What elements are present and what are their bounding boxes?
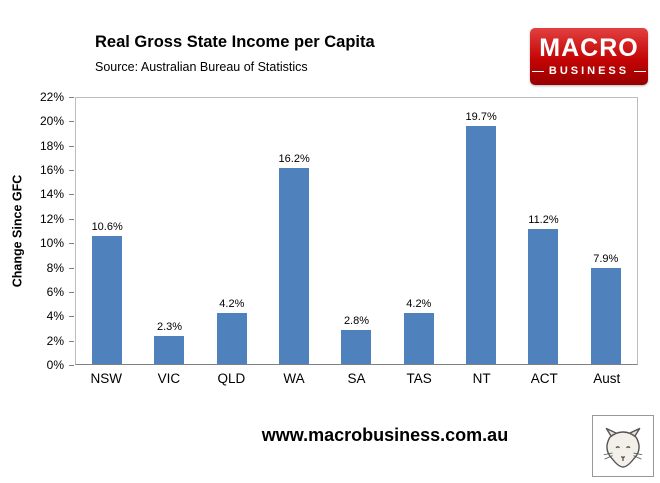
bar-value-label: 10.6%	[91, 220, 123, 233]
y-tick-label: 16%	[28, 164, 74, 176]
bar-value-label: 11.2%	[528, 213, 559, 226]
bar-slot-sa: 2.8%	[325, 98, 387, 364]
logo-text-business: BUSINESS	[532, 65, 646, 77]
x-axis-label-aust: Aust	[593, 371, 621, 386]
y-tick-label: 12%	[28, 213, 74, 225]
bar-value-label: 7.9%	[593, 253, 619, 266]
bar-value-label: 4.2%	[219, 298, 245, 311]
bar-slot-act: 11.2%	[512, 98, 574, 364]
y-axis-ticks: 0% 2% 4% 6% 8% 10% 12% 14% 16% 18% 20% 22%	[28, 91, 74, 371]
bar-slot-aust: 7.9%	[575, 98, 637, 364]
x-axis-label-nsw: NSW	[90, 371, 123, 386]
x-axis-label-wa: WA	[283, 371, 305, 386]
bar-slot-tas: 4.2%	[388, 98, 450, 364]
y-tick-label: 8%	[28, 262, 74, 274]
y-axis-title: Change Since GFC	[10, 174, 24, 288]
y-tick-label: 4%	[28, 310, 74, 322]
bar-slot-nt: 19.7%	[450, 98, 512, 364]
x-axis-label-tas: TAS	[406, 371, 432, 386]
logo-text-macro: MACRO	[539, 34, 639, 62]
x-axis-label-act: ACT	[530, 371, 558, 386]
y-tick-label: 10%	[28, 237, 74, 249]
y-tick-label: 18%	[28, 140, 74, 152]
chart-source: Source: Australian Bureau of Statistics	[95, 60, 308, 74]
y-axis-title-wrap: Change Since GFC	[8, 97, 26, 365]
chart-header: Real Gross State Income per Capita Sourc…	[95, 33, 375, 74]
footer-url: www.macrobusiness.com.au	[261, 425, 509, 445]
bar-nt	[466, 125, 497, 364]
bar-aust	[590, 268, 621, 364]
bar-value-label: 19.7%	[465, 110, 497, 123]
y-tick-label: 22%	[28, 91, 74, 103]
bar-sa	[341, 330, 372, 364]
chart-title: Real Gross State Income per Capita	[95, 33, 375, 51]
bar-nsw	[92, 235, 123, 364]
plot-area: 10.6% 2.3% 4.2% 16.2% 2.8% 4.2% 19.7% 11.2% 7.9%	[75, 97, 638, 365]
x-axis-label-nt: NT	[472, 371, 491, 386]
bar-slot-wa: 16.2%	[263, 98, 325, 364]
bar-value-label: 2.8%	[343, 315, 370, 328]
bars-container: 10.6% 2.3% 4.2% 16.2% 2.8% 4.2% 19.7% 11.2% 7.9%	[76, 98, 637, 364]
bar-wa	[279, 168, 310, 364]
bar-slot-nsw: 10.6%	[76, 98, 138, 364]
bar-act	[528, 228, 559, 364]
y-tick-label: 0%	[28, 359, 74, 371]
fox-sketch-icon	[592, 415, 654, 477]
y-tick-label: 14%	[28, 188, 74, 200]
x-axis-label-sa: SA	[347, 371, 366, 386]
bar-value-label: 4.2%	[406, 298, 432, 311]
bar-value-label: 2.3%	[156, 321, 183, 334]
x-axis-label-vic: VIC	[157, 371, 181, 386]
x-axis-labels: NSW VIC QLD WA SA TAS NT ACT Aust	[75, 371, 638, 386]
bar-vic	[154, 336, 185, 364]
x-axis-label-qld: QLD	[217, 371, 246, 386]
bar-tas	[403, 313, 434, 364]
bar-slot-qld: 4.2%	[201, 98, 263, 364]
y-tick-label: 2%	[28, 335, 74, 347]
bar-slot-vic: 2.3%	[138, 98, 200, 364]
y-tick-label: 20%	[28, 115, 74, 127]
macrobusiness-logo: MACRO BUSINESS	[530, 28, 648, 85]
bar-value-label: 16.2%	[278, 153, 310, 166]
bar-qld	[216, 313, 247, 364]
y-tick-label: 6%	[28, 286, 74, 298]
